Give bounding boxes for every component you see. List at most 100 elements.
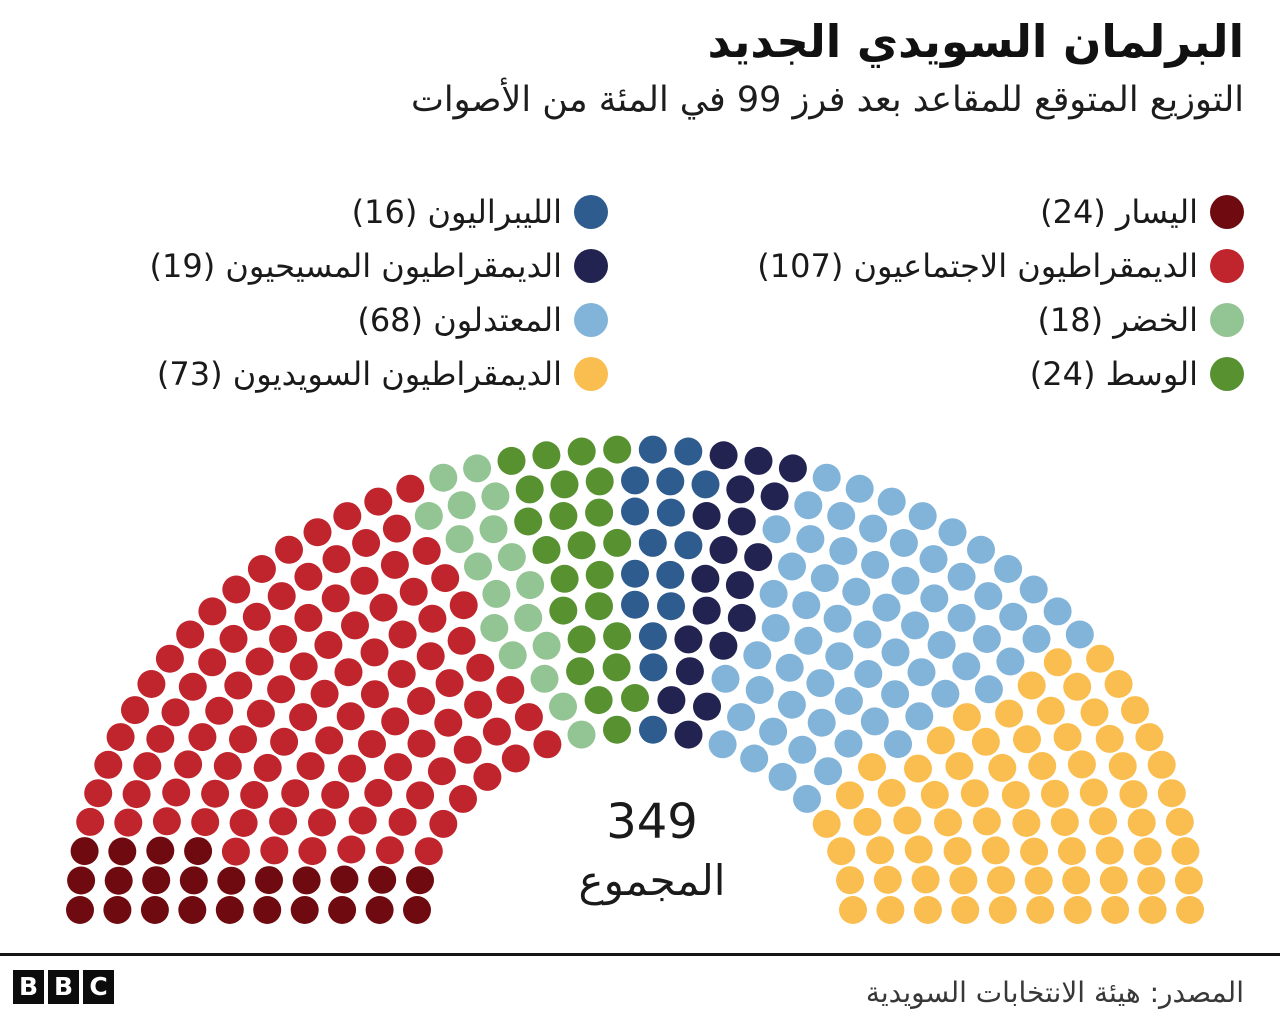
seat-dot: [418, 604, 447, 633]
seat-dot: [585, 467, 614, 496]
seat-dot: [891, 566, 920, 595]
header: البرلمان السويدي الجديد التوزيع المتوقع …: [36, 14, 1244, 124]
seat-dot: [516, 571, 545, 600]
seat-dot: [1040, 779, 1069, 808]
seat-dot: [1138, 896, 1167, 924]
legend-item-greens: الخضر (18): [624, 293, 1244, 347]
seat-dot: [253, 896, 282, 924]
seat-dot: [341, 611, 369, 640]
seat-dot: [638, 528, 667, 557]
seat-dot: [927, 631, 956, 659]
seat-dot: [224, 671, 253, 700]
seat-dot: [823, 604, 852, 633]
seat-dot: [1135, 723, 1164, 752]
seat-dot: [952, 652, 981, 681]
seat-dot: [549, 596, 578, 625]
seat-dot: [726, 475, 755, 504]
seat-dot: [759, 579, 788, 608]
seat-dot: [215, 896, 244, 924]
seat-dot: [369, 593, 398, 622]
seat-dot: [759, 717, 788, 746]
seat-dot: [387, 660, 416, 688]
seat-dot: [435, 669, 464, 698]
seat-dot: [1020, 837, 1049, 866]
seat-dot: [447, 491, 476, 520]
parliament-chart: 349 المجموع: [0, 410, 1280, 940]
seat-dot: [146, 836, 175, 865]
seat-dot: [920, 780, 949, 809]
seat-dot: [709, 536, 738, 564]
seat-dot: [812, 809, 841, 838]
seat-dot: [94, 750, 123, 779]
seat-dot: [834, 687, 863, 715]
seat-dot: [161, 698, 190, 727]
seat-dot: [827, 837, 856, 866]
legend-label: الوسط (24): [1029, 354, 1198, 393]
seat-dot: [479, 515, 508, 544]
seat-dot: [453, 735, 482, 764]
seat-dot: [473, 762, 502, 791]
seat-dot: [693, 692, 721, 721]
seat-dot: [514, 603, 543, 632]
seat-dot: [1086, 644, 1115, 673]
seat-dot: [812, 463, 841, 492]
seat-dot: [178, 672, 207, 701]
seat-dot: [814, 757, 843, 786]
bbc-logo-letter: C: [83, 970, 114, 1004]
seat-dot: [294, 603, 323, 632]
seat-dot: [188, 723, 217, 752]
seat-dot: [399, 577, 428, 606]
seat-dot: [762, 515, 791, 544]
seat-dot: [1057, 837, 1086, 866]
legend-item-christian-democrats: الديمقراطيون المسيحيون (19): [36, 239, 608, 293]
seat-dot: [289, 652, 318, 681]
seat-dot: [952, 703, 981, 732]
seat-dot: [70, 837, 99, 866]
source-credit: المصدر: هيئة الانتخابات السويدية: [865, 976, 1244, 1009]
seat-dot: [466, 653, 495, 682]
seat-dot: [1095, 724, 1124, 753]
seat-dot: [566, 657, 595, 686]
seat-dot: [1095, 836, 1124, 865]
seat-dot: [1063, 672, 1092, 701]
seat-dot: [321, 584, 350, 613]
legend-dot: [574, 303, 608, 337]
seat-dot: [1080, 698, 1109, 727]
seat-dot: [1050, 808, 1079, 837]
seat-dot: [806, 669, 835, 698]
seat-dot: [1053, 723, 1082, 752]
seat-dot: [275, 535, 303, 564]
seat-dot: [396, 474, 425, 503]
seat-dot: [296, 752, 325, 781]
seat-dot: [981, 836, 1010, 865]
seat-dot: [709, 631, 738, 660]
bbc-logo-letter: B: [48, 970, 79, 1004]
seat-dot: [1079, 778, 1108, 807]
seat-dot: [406, 781, 435, 810]
seat-dot: [407, 687, 436, 715]
seat-dot: [872, 593, 901, 622]
seat-dot: [550, 470, 579, 499]
seat-dot: [481, 482, 510, 511]
seat-dot: [657, 686, 686, 715]
seat-dot: [482, 579, 511, 608]
seat-dot: [931, 679, 960, 708]
seat-dot: [1127, 808, 1156, 837]
seat-dot: [845, 474, 874, 503]
seat-dot: [482, 717, 511, 746]
seat-dot: [260, 836, 289, 865]
legend-label: المعتدلون (68): [357, 300, 562, 339]
seat-dot: [328, 896, 357, 924]
seat-dot: [621, 684, 649, 712]
seat-dot: [960, 779, 989, 808]
seat-dot: [549, 502, 578, 530]
seat-dot: [184, 837, 213, 866]
seat-dot: [908, 502, 937, 531]
seat-dot: [974, 582, 1003, 611]
seat-dot: [827, 502, 856, 530]
seat-dot: [861, 550, 890, 579]
seat-dot: [792, 591, 821, 620]
seat-dot: [178, 896, 207, 924]
seat-dot: [294, 562, 323, 591]
